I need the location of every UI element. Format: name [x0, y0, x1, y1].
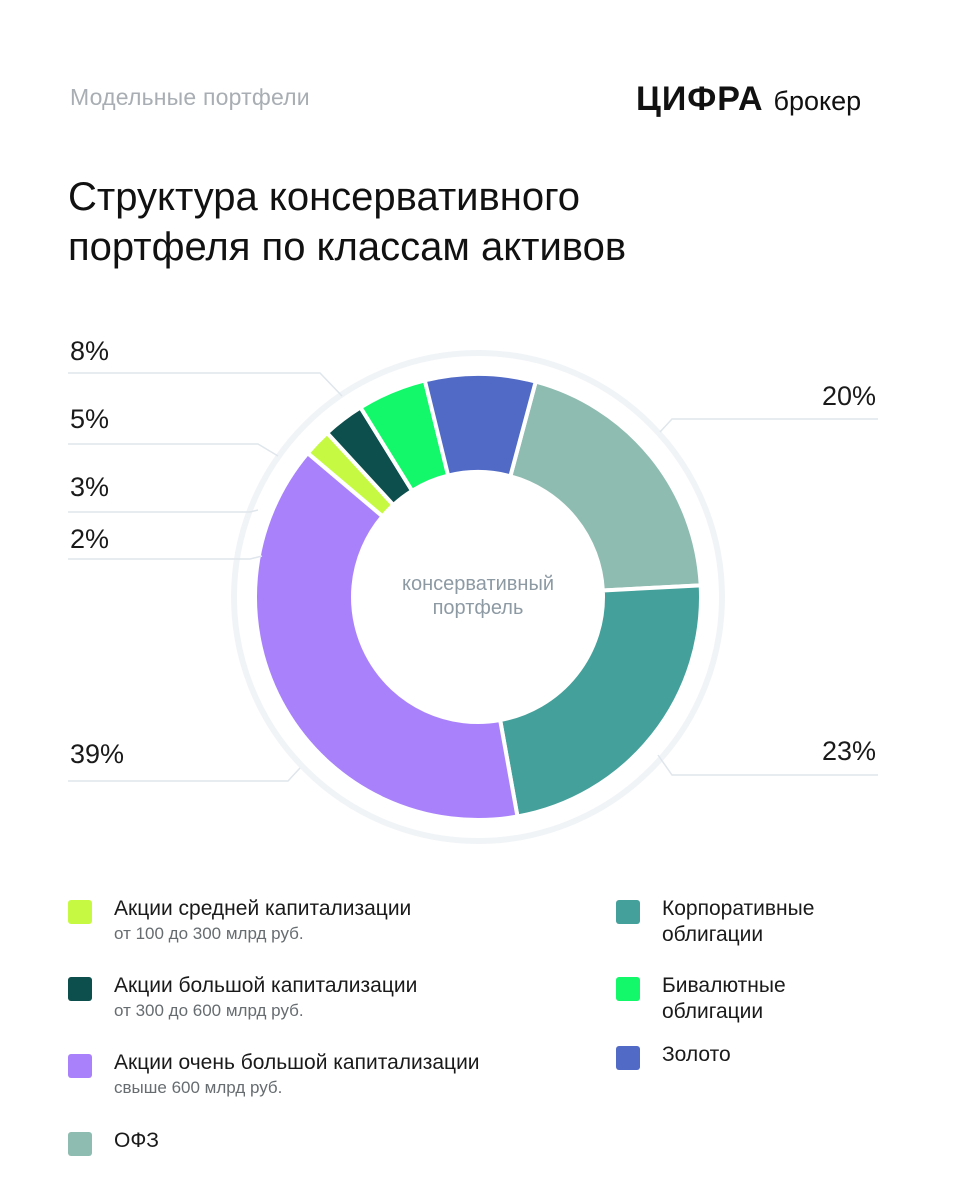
percent-label-7: 8%: [70, 336, 109, 366]
legend-swatch: [68, 1132, 92, 1156]
percent-label-4: 2%: [70, 524, 109, 554]
legend-label-line-1: Бивалютные: [662, 974, 786, 997]
leader-line-3: [68, 767, 301, 782]
section-kicker: Модельные портфели: [70, 84, 310, 110]
legend-swatch: [68, 900, 92, 924]
legend-swatch: [616, 977, 640, 1001]
page-title: Структура консервативного портфеля по кл…: [68, 172, 868, 272]
legend-swatch: [68, 1054, 92, 1078]
percent-label-2: 23%: [822, 736, 876, 766]
legend-label-line-2: облигации: [662, 1000, 764, 1023]
legend-label: Акции очень большой капитализации: [114, 1051, 480, 1074]
legend-item-large-cap: Акции большой капитализации от 300 до 60…: [68, 973, 417, 1023]
percent-label-6: 5%: [70, 404, 109, 434]
percent-label-5: 3%: [70, 472, 109, 502]
title-line-1: Структура консервативного: [68, 175, 581, 219]
brand-logo: ЦИФРА брокер: [636, 80, 861, 120]
chart-leader-lines: [68, 372, 878, 782]
legend-item-very-large-cap: Акции очень большой капитализации свыше …: [68, 1050, 480, 1100]
percent-label-1: 20%: [822, 381, 876, 411]
percent-label-3: 39%: [70, 739, 124, 769]
legend-item-dual-currency-bonds: Бивалютные облигации: [616, 973, 786, 1025]
leader-line-1: [659, 418, 878, 433]
legend-note: от 300 до 600 млрд руб.: [114, 1001, 304, 1020]
logo-subtitle: брокер: [773, 86, 862, 116]
chart-slices: [253, 372, 703, 822]
chart-percent-labels: 20% 23% 39% 2% 3% 5% 8%: [70, 336, 876, 769]
leader-line-4: [68, 555, 263, 560]
legend-swatch: [616, 1046, 640, 1070]
legend-item-ofz: ОФЗ: [68, 1128, 159, 1156]
leader-line-5: [68, 509, 259, 513]
title-line-2: портфеля по классам активов: [68, 225, 627, 269]
legend-swatch: [616, 900, 640, 924]
legend-label: ОФЗ: [114, 1129, 159, 1152]
leader-line-2: [657, 754, 878, 776]
leader-line-6: [68, 443, 279, 457]
legend-label: Акции большой капитализации: [114, 974, 418, 997]
center-label-line-1: консервативный: [402, 573, 554, 595]
legend-label: Акции средней капитализации: [114, 897, 412, 920]
legend-label: Золото: [662, 1043, 731, 1066]
legend-swatch: [68, 977, 92, 1001]
donut-chart: консервативный портфель 20% 23% 39% 2% 3% 5% 8…: [68, 336, 878, 844]
donut-slice-7: [422, 372, 538, 479]
logo-wordmark: ЦИФРА: [636, 80, 764, 118]
center-label-line-2: портфель: [433, 597, 524, 619]
donut-slice-3: [253, 451, 520, 822]
legend-note: от 100 до 300 млрд руб.: [114, 924, 304, 943]
donut-slice-2: [498, 583, 703, 819]
legend-item-corporate-bonds: Корпоративные облигации: [616, 896, 814, 948]
legend-label-line-1: Корпоративные: [662, 897, 815, 920]
legend-item-gold: Золото: [616, 1042, 731, 1070]
legend-item-mid-cap: Акции средней капитализации от 100 до 30…: [68, 896, 411, 946]
legend-note: свыше 600 млрд руб.: [114, 1078, 283, 1097]
legend-label-line-2: облигации: [662, 923, 764, 946]
donut-slice-1: [508, 379, 703, 593]
leader-line-7: [68, 372, 343, 397]
